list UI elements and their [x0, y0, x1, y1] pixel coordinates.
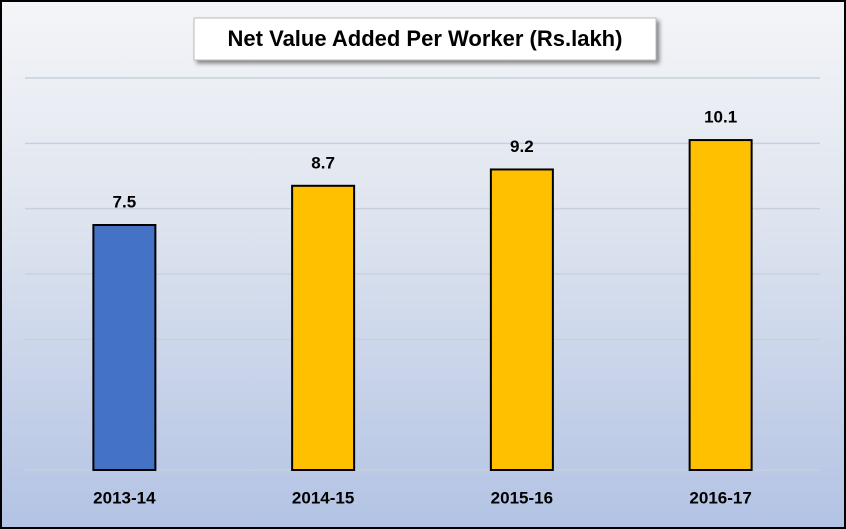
data-label: 9.2	[510, 137, 534, 156]
bar	[489, 168, 554, 471]
x-tick-label: 2016-17	[689, 488, 751, 507]
title-box	[193, 17, 657, 61]
data-label: 7.5	[113, 192, 137, 211]
data-label: 10.1	[704, 108, 737, 127]
chart-title: Net Value Added Per Worker (Rs.lakh)	[228, 26, 623, 51]
data-label: 8.7	[311, 153, 335, 172]
x-tick-label: 2014-15	[292, 488, 354, 507]
bar	[291, 184, 356, 472]
bar	[92, 224, 157, 471]
x-tick-label: 2015-16	[491, 488, 553, 507]
x-tick-label: 2013-14	[93, 488, 156, 507]
bar	[688, 139, 753, 471]
